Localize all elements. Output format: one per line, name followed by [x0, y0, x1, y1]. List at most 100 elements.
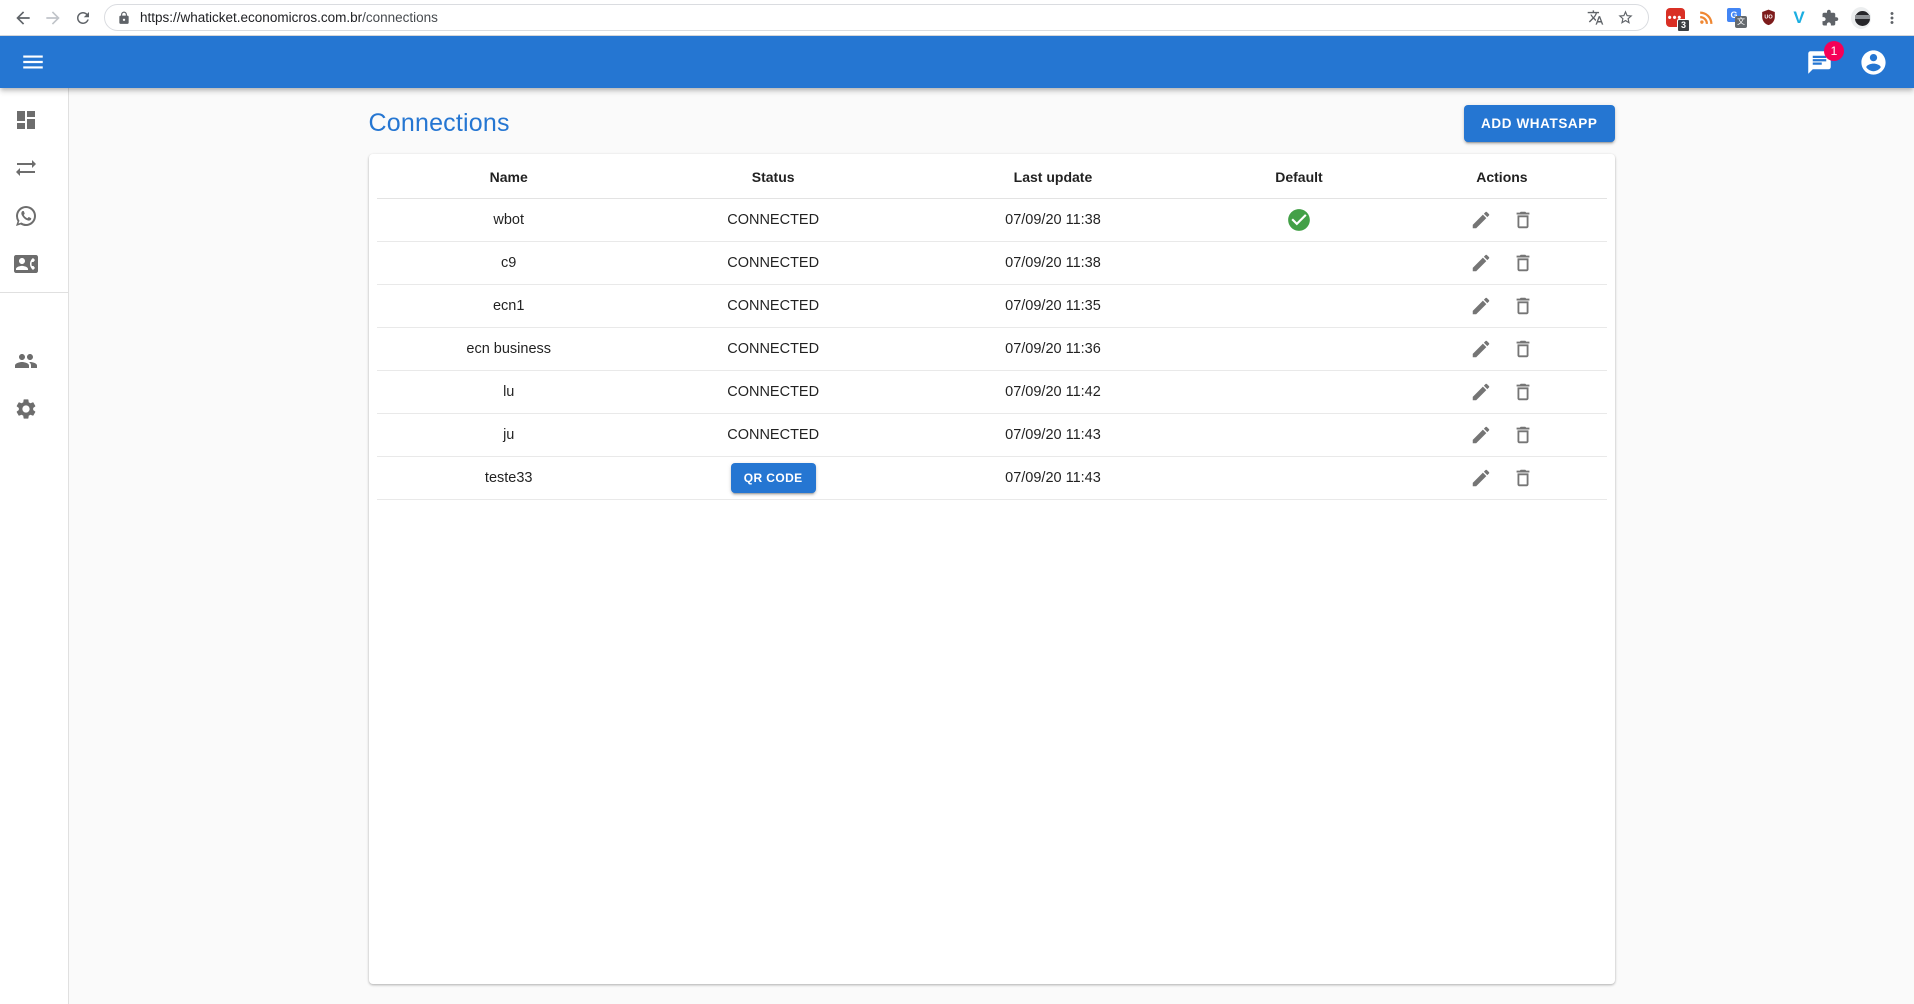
browser-profile-button[interactable] — [1851, 6, 1871, 29]
extension-ublock-button[interactable]: UO — [1758, 8, 1778, 28]
connection-name: ecn business — [466, 341, 552, 357]
connection-status-cell: CONNECTED — [640, 327, 906, 371]
extension-rss-button[interactable] — [1696, 8, 1716, 28]
account-circle-icon — [1861, 49, 1886, 75]
connection-name-cell: ecn business — [376, 327, 641, 371]
extension-red-button[interactable]: ••• 3 — [1665, 8, 1690, 32]
connection-name-cell: ju — [376, 413, 641, 457]
connection-name: ju — [503, 427, 515, 443]
delete-connection-button[interactable] — [1508, 420, 1538, 450]
menu-toggle-button[interactable] — [20, 49, 46, 75]
dashboard-icon — [17, 111, 35, 129]
connection-last-update-cell: 07/09/20 11:43 — [905, 413, 1201, 457]
sidebar-divider — [0, 292, 68, 293]
edit-connection-button[interactable] — [1466, 334, 1496, 364]
edit-connection-button[interactable] — [1466, 291, 1496, 321]
connection-last-update-cell: 07/09/20 11:42 — [905, 370, 1201, 414]
connection-status-cell: CONNECTED — [640, 413, 906, 457]
connections-table: Name Status Last update Default Actions … — [376, 154, 1607, 500]
extensions-puzzle-button[interactable] — [1820, 8, 1840, 28]
connection-last-update-cell: 07/09/20 11:38 — [905, 198, 1201, 242]
edit-pencil-icon — [1472, 340, 1490, 358]
connection-status-cell: QR CODE — [640, 456, 906, 500]
hamburger-menu-icon — [23, 55, 43, 69]
delete-connection-button[interactable] — [1508, 205, 1538, 235]
add-whatsapp-button[interactable]: ADD WHATSAPP — [1464, 105, 1615, 142]
connection-last-update-cell: 07/09/20 11:43 — [905, 456, 1201, 500]
settings-gear-icon — [16, 399, 36, 419]
sidebar-item-settings[interactable] — [0, 385, 68, 433]
connection-last-update: 07/09/20 11:38 — [1005, 212, 1101, 228]
connection-status-cell: CONNECTED — [640, 284, 906, 328]
edit-pencil-icon — [1472, 254, 1490, 272]
table-header-row: Name Status Last update Default Actions — [376, 154, 1607, 199]
vimeo-icon: V — [1793, 7, 1805, 27]
browser-reload-button[interactable] — [68, 3, 98, 33]
delete-connection-button[interactable] — [1508, 334, 1538, 364]
delete-trash-icon — [1516, 383, 1530, 401]
edit-connection-button[interactable] — [1466, 463, 1496, 493]
notification-badge: 1 — [1824, 40, 1844, 61]
sidebar-item-dashboard[interactable] — [0, 96, 68, 144]
connections-card: Name Status Last update Default Actions … — [368, 154, 1615, 984]
translate-page-button[interactable] — [1585, 7, 1606, 28]
status-text: CONNECTED — [727, 212, 820, 228]
sidebar-nav — [0, 88, 69, 1004]
table-row: lu CONNECTED 07/09/20 11:42 — [376, 370, 1607, 414]
status-text: CONNECTED — [727, 427, 820, 443]
lock-icon — [119, 11, 129, 24]
status-text: CONNECTED — [727, 341, 820, 357]
arrow-forward-icon — [46, 10, 60, 25]
browser-forward-button[interactable] — [38, 3, 68, 33]
edit-pencil-icon — [1472, 426, 1490, 444]
qr-code-button[interactable]: QR CODE — [730, 463, 816, 493]
delete-connection-button[interactable] — [1508, 463, 1538, 493]
browser-back-button[interactable] — [8, 3, 38, 33]
connection-default-cell — [1200, 327, 1398, 371]
account-button[interactable] — [1859, 48, 1888, 77]
header-name: Name — [376, 154, 641, 199]
connection-actions-cell — [1397, 241, 1607, 285]
connection-default-cell — [1200, 284, 1398, 328]
connection-default-cell — [1200, 198, 1398, 242]
edit-connection-button[interactable] — [1466, 205, 1496, 235]
sidebar-item-tickets[interactable] — [0, 192, 68, 240]
delete-trash-icon — [1516, 340, 1530, 358]
table-row: ecn1 CONNECTED 07/09/20 11:35 — [376, 284, 1607, 328]
sidebar-item-connections[interactable] — [0, 144, 68, 192]
edit-connection-button[interactable] — [1466, 420, 1496, 450]
edit-pencil-icon — [1472, 297, 1490, 315]
notifications-button[interactable]: 1 — [1806, 40, 1844, 76]
edit-connection-button[interactable] — [1466, 248, 1496, 278]
contact-phone-icon — [14, 255, 38, 273]
address-bar[interactable]: https://whaticket.economicros.com.br/con… — [104, 4, 1649, 31]
connection-name: lu — [503, 384, 515, 400]
delete-trash-icon — [1516, 297, 1530, 315]
connection-default-cell — [1200, 456, 1398, 500]
star-icon — [1618, 10, 1633, 24]
delete-connection-button[interactable] — [1508, 291, 1538, 321]
translate-icon — [1587, 10, 1604, 25]
extension-vimeo-button[interactable]: V — [1789, 8, 1809, 28]
sidebar-item-users[interactable] — [0, 337, 68, 385]
sidebar-item-contacts[interactable] — [0, 240, 68, 288]
connection-name: c9 — [501, 255, 517, 271]
header-default: Default — [1200, 154, 1398, 199]
edit-connection-button[interactable] — [1466, 377, 1496, 407]
svg-text:UO: UO — [1764, 15, 1773, 21]
connection-default-cell — [1200, 241, 1398, 285]
whatsapp-icon — [15, 206, 37, 226]
edit-pencil-icon — [1472, 383, 1490, 401]
table-row: ju CONNECTED 07/09/20 11:43 — [376, 413, 1607, 457]
delete-connection-button[interactable] — [1508, 377, 1538, 407]
connection-status-cell: CONNECTED — [640, 198, 906, 242]
sync-alt-icon — [16, 160, 36, 176]
connection-default-cell — [1200, 413, 1398, 457]
bookmark-star-button[interactable] — [1615, 7, 1636, 28]
connection-status-cell: CONNECTED — [640, 370, 906, 414]
header-status: Status — [640, 154, 906, 199]
arrow-back-icon — [16, 10, 30, 25]
browser-menu-button[interactable] — [1882, 8, 1902, 28]
delete-connection-button[interactable] — [1508, 248, 1538, 278]
